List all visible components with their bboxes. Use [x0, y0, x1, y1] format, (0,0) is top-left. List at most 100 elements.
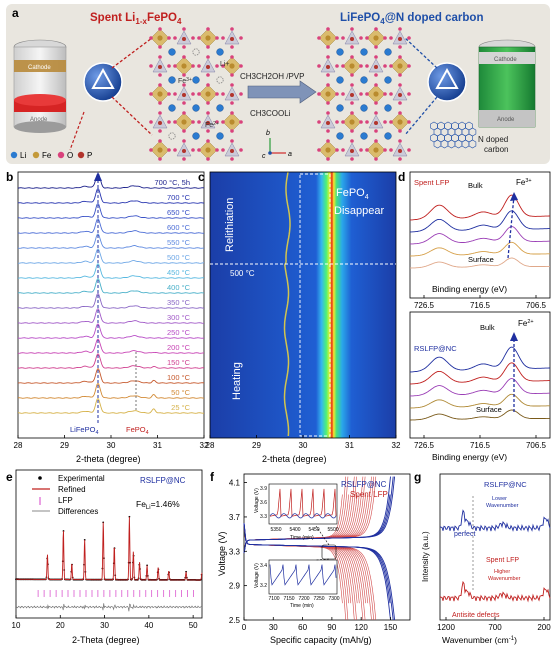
inset-top-ticks: 3.9 3.6 3.3 5350 5400 5450 5500: [260, 486, 339, 533]
o-atom: [398, 157, 402, 161]
heating-label: Heating: [231, 362, 243, 400]
xrd-curves: [17, 173, 205, 414]
panel-c-ticks: 28 29 30 31 32: [206, 435, 401, 450]
o-atom: [149, 120, 153, 124]
charge-discharge-curves: [243, 476, 396, 621]
inset-top-xtick: 5450: [308, 527, 319, 533]
inset-top-ytick: 3.9: [260, 486, 267, 492]
o-atom: [317, 148, 321, 152]
panel-e-tick-label: 50: [189, 621, 198, 630]
discharge-curve: [243, 522, 396, 621]
reaction-reagents-bottom: CH3COOLi: [250, 109, 291, 118]
panel-b-label: b: [6, 170, 13, 184]
o-atom: [374, 45, 378, 49]
o-atom: [374, 73, 378, 77]
fe-atom: [373, 91, 379, 97]
p-atom: [182, 37, 186, 41]
raman-antisite: Antisite defects: [452, 612, 500, 619]
xps-bottom-curves: [409, 346, 550, 421]
o-atom: [407, 148, 411, 152]
panel-b-tick-label: 31: [153, 441, 162, 450]
legend-refined: Refined: [58, 485, 86, 494]
xps-bottom-fe2: Fe2+: [518, 319, 534, 328]
o-atom: [191, 120, 195, 124]
o-atom: [167, 148, 171, 152]
legend-lfp: LFP: [58, 496, 73, 505]
panel-g-tick-label: 200: [537, 623, 551, 632]
panel-d-label: d: [398, 170, 405, 184]
xrd-curve-9: [17, 307, 205, 324]
fepo4-peak-label: FePO4: [126, 425, 149, 436]
p-atom: [326, 65, 330, 69]
o-atom: [221, 92, 225, 96]
inset-bottom-curve: [269, 564, 337, 586]
legend-experimental: Experimental: [58, 474, 105, 483]
xps-bottom-tick-label: 706.5: [526, 441, 547, 450]
fe-atom: [181, 63, 187, 69]
500c-label: 500 °C: [230, 269, 255, 278]
li-atom: [384, 132, 392, 140]
left-sphere-triangle: [91, 67, 115, 89]
p-atom: [350, 37, 354, 41]
xrd-temperature-label: 550 °C: [167, 238, 191, 247]
xrd-curve-1: [17, 187, 205, 204]
xps-bottom-sample: RSLFP@NC: [414, 344, 457, 353]
o-atom: [383, 120, 387, 124]
li-atom: [216, 104, 224, 112]
fe-atom: [325, 35, 331, 41]
panel-c-tick-label: 31: [345, 441, 354, 450]
xrd-curve-2: [17, 202, 205, 219]
panel-f-xtick-label: 90: [327, 623, 336, 632]
o-atom: [365, 64, 369, 68]
left-magnifier-sphere: [83, 62, 123, 102]
fe-atom: [181, 119, 187, 125]
p-atom: [158, 121, 162, 125]
o-atom: [374, 27, 378, 31]
xps-bottom-xlabel: Binding energy (eV): [432, 452, 507, 462]
o-atom: [173, 36, 177, 40]
o-atom: [182, 55, 186, 59]
o-atom: [182, 27, 186, 31]
legend-spent: Spent LFP: [350, 490, 388, 499]
xps-bottom-tick-label: 716.5: [470, 441, 491, 450]
xps-top-surface: Surface: [468, 255, 494, 264]
panel-f-xtick-label: 0: [242, 623, 247, 632]
left-battery-anode-label: Anode: [30, 117, 48, 123]
xps-top-arrowhead: [510, 192, 518, 201]
raman-higher-2: Wavenumber: [488, 576, 521, 582]
o-atom: [182, 101, 186, 105]
o-atom: [215, 92, 219, 96]
fe-atom: [157, 35, 163, 41]
o-atom: [182, 157, 186, 161]
li-atom: [384, 76, 392, 84]
raman-bottom-sample: Spent LFP: [486, 557, 519, 564]
xps-bottom-tick-label: 726.5: [414, 441, 435, 450]
o-atom: [206, 73, 210, 77]
legend-rslfp: RSLFP@NC: [341, 480, 387, 489]
o-atom: [158, 45, 162, 49]
raman-higher-1: Higher: [494, 569, 510, 575]
xrd-temperature-label: 300 °C: [167, 313, 191, 322]
p-atom: [398, 37, 402, 41]
o-atom: [206, 45, 210, 49]
panel-b-tick-label: 29: [60, 441, 69, 450]
xrd-curve-12: [17, 353, 205, 369]
xrd-curve-0: [17, 173, 205, 189]
o-atom: [317, 92, 321, 96]
o-atom: [335, 120, 339, 124]
legend-fe: Fe: [42, 151, 52, 160]
li-atom: [168, 104, 176, 112]
panel-e-tick-label: 20: [56, 621, 65, 630]
o-atom: [221, 64, 225, 68]
o-atom: [350, 55, 354, 59]
o-atom: [359, 36, 363, 40]
o-atom: [158, 129, 162, 133]
panel-f-ytick-label: 2.5: [229, 616, 241, 625]
panel-b-ticks: 28 29 30 31 32: [14, 435, 209, 450]
xps-curve-3: [410, 393, 550, 409]
fe-atom: [325, 147, 331, 153]
o-atom: [341, 64, 345, 68]
o-atom: [197, 92, 201, 96]
o-atom: [398, 111, 402, 115]
